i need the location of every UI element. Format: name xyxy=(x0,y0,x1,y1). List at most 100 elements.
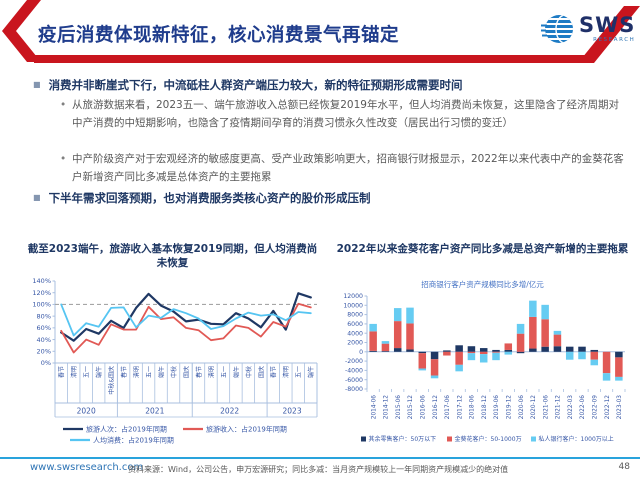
svg-text:2022-06: 2022-06 xyxy=(580,395,586,420)
svg-text:私人银行客户：1000万以上: 私人银行客户：1000万以上 xyxy=(539,435,614,443)
svg-text:春节: 春节 xyxy=(195,366,203,378)
svg-text:端午: 端午 xyxy=(157,366,165,378)
dot-bullet-icon: • xyxy=(60,99,67,111)
svg-text:2019-12: 2019-12 xyxy=(506,395,512,420)
svg-text:-2000: -2000 xyxy=(345,358,363,365)
svg-text:五一: 五一 xyxy=(221,366,228,378)
svg-text:40%: 40% xyxy=(37,336,51,344)
svg-text:2022-09: 2022-09 xyxy=(592,395,598,420)
svg-text:旅游收入：占2019年同期: 旅游收入：占2019年同期 xyxy=(206,424,287,433)
right-chart-subtitle: 招商银行客户资产规模同比多增/亿元 xyxy=(421,280,544,289)
svg-text:2022-12: 2022-12 xyxy=(605,395,611,420)
svg-text:中秋: 中秋 xyxy=(245,366,253,378)
logo-subtext: RESEARCH xyxy=(593,37,636,43)
svg-text:-4000: -4000 xyxy=(345,368,363,375)
svg-text:2016-06: 2016-06 xyxy=(420,395,426,420)
svg-text:2023: 2023 xyxy=(283,407,302,416)
svg-text:人均消费：占2019年同期: 人均消费：占2019年同期 xyxy=(93,435,174,444)
footer-source-note: 资料来源：Wind，公司公告，申万宏源研究；同比多减：当月资产规模较上一年同期资… xyxy=(128,465,509,474)
svg-text:2020-06: 2020-06 xyxy=(519,395,525,420)
page-title: 疫后消费体现新特征，核心消费景气再锚定 xyxy=(38,25,400,46)
svg-text:-8000: -8000 xyxy=(345,386,363,393)
svg-text:中秋&国庆: 中秋&国庆 xyxy=(108,366,116,395)
svg-text:60%: 60% xyxy=(37,324,51,332)
svg-text:0: 0 xyxy=(359,349,363,356)
svg-text:国庆: 国庆 xyxy=(257,366,265,378)
svg-text:2020: 2020 xyxy=(77,407,96,416)
bullet-level2-tourism: • 从旅游数据来看，2023五一、端午旅游收入总额已经恢复2019年水平，但人均消… xyxy=(58,97,624,132)
square-bullet-icon: ■ xyxy=(33,80,41,89)
svg-text:国庆: 国庆 xyxy=(182,366,190,378)
bullet-text: 消费并非断崖式下行，中流砥柱人群资产端压力较大，新的特征预期形成需要时间 xyxy=(48,78,463,92)
svg-text:2016-12: 2016-12 xyxy=(433,395,439,420)
svg-text:2014-06: 2014-06 xyxy=(371,395,377,420)
svg-text:4000: 4000 xyxy=(347,330,363,337)
svg-text:端午: 端午 xyxy=(307,366,315,378)
logo-text: SWS xyxy=(579,13,636,37)
svg-text:清明: 清明 xyxy=(282,366,290,378)
svg-text:2022-03: 2022-03 xyxy=(568,395,574,420)
svg-text:清明: 清明 xyxy=(207,366,215,378)
left-chevron-icon xyxy=(2,0,41,62)
bullet-text: 中产阶级资产对于宏观经济的敏感度更高、受产业政策影响更大，招商银行财报显示，20… xyxy=(72,153,624,183)
svg-text:2017-12: 2017-12 xyxy=(457,395,463,420)
svg-text:金葵花客户：50-1000万: 金葵花客户：50-1000万 xyxy=(455,435,522,443)
svg-text:端午: 端午 xyxy=(95,366,103,378)
svg-text:80%: 80% xyxy=(37,312,51,320)
tourism-recovery-line-chart: 0%20%40%60%80%100%120%140%春节 清明 五一 端午 中秋&国庆春… xyxy=(32,277,318,444)
svg-text:五一: 五一 xyxy=(146,366,153,378)
svg-text:2019-06: 2019-06 xyxy=(494,395,500,420)
left-chart-title: 截至2023端午，旅游收入基本恢复2019同期，但人均消费尚未恢复 xyxy=(27,243,318,269)
svg-text:140%: 140% xyxy=(32,277,51,285)
svg-text:10000: 10000 xyxy=(343,302,363,309)
svg-text:2018-12: 2018-12 xyxy=(482,395,488,420)
svg-text:2014-12: 2014-12 xyxy=(384,395,390,420)
svg-text:2000: 2000 xyxy=(347,340,363,347)
svg-text:120%: 120% xyxy=(32,289,51,297)
page-number: 48 xyxy=(618,462,630,472)
cmb-client-assets-bar-chart: -8000 -6000 -4000 -2000 0 2000 4000 6000 8000 100… xyxy=(343,293,626,443)
svg-text:春节: 春节 xyxy=(58,366,66,378)
footer-divider xyxy=(0,457,640,459)
footer-website-link[interactable]: www.swsresearch.com xyxy=(30,462,144,473)
svg-text:2022: 2022 xyxy=(220,407,239,416)
svg-text:2015-06: 2015-06 xyxy=(396,395,402,420)
bullet-level1-pressure: ■ 下半年需求回落预期，也对消费服务类核心资产的股价形成压制 xyxy=(33,191,611,207)
square-bullet-icon: ■ xyxy=(33,193,41,202)
svg-text:旅游人次：占2019年同期: 旅游人次：占2019年同期 xyxy=(86,424,167,433)
svg-text:其余零售客户：50万以下: 其余零售客户：50万以下 xyxy=(369,435,437,443)
svg-text:2021-12: 2021-12 xyxy=(556,395,562,420)
svg-text:中秋: 中秋 xyxy=(170,366,178,378)
svg-text:五一: 五一 xyxy=(84,366,91,378)
svg-text:20%: 20% xyxy=(37,347,51,355)
svg-text:2017-06: 2017-06 xyxy=(445,395,451,420)
svg-text:五一: 五一 xyxy=(296,366,303,378)
bullet-text: 下半年需求回落预期，也对消费服务类核心资产的股价形成压制 xyxy=(48,191,371,205)
svg-text:12000: 12000 xyxy=(343,293,363,300)
bullet-level1-consumption: ■ 消费并非断崖式下行，中流砥柱人群资产端压力较大，新的特征预期形成需要时间 xyxy=(33,78,611,94)
svg-text:春节: 春节 xyxy=(120,366,128,378)
right-slash-decoration xyxy=(578,6,640,63)
bullet-level2-middleclass: • 中产阶级资产对于宏观经济的敏感度更高、受产业政策影响更大，招商银行财报显示，2… xyxy=(58,151,624,186)
svg-text:2015-12: 2015-12 xyxy=(408,395,414,420)
svg-text:清明: 清明 xyxy=(70,366,78,378)
svg-text:-6000: -6000 xyxy=(345,377,363,384)
svg-text:2021-06: 2021-06 xyxy=(543,395,549,420)
svg-text:0%: 0% xyxy=(41,359,51,367)
right-chart-title: 2022年以来金葵花客户资产同比多减是总资产新增的主要拖累 xyxy=(336,243,629,255)
svg-text:6000: 6000 xyxy=(347,321,363,328)
svg-text:2021: 2021 xyxy=(145,407,164,416)
sws-logo: SWS RESEARCH xyxy=(541,12,635,46)
svg-text:8000: 8000 xyxy=(347,312,363,319)
svg-text:100%: 100% xyxy=(32,301,51,309)
sws-globe-icon xyxy=(541,15,573,43)
header-red-bar xyxy=(34,55,586,63)
dot-bullet-icon: • xyxy=(60,153,67,165)
svg-text:清明: 清明 xyxy=(132,366,140,378)
svg-text:2018-06: 2018-06 xyxy=(470,395,476,420)
svg-text:2020-12: 2020-12 xyxy=(531,395,537,420)
svg-text:春节: 春节 xyxy=(270,366,278,378)
svg-text:2023-03: 2023-03 xyxy=(617,395,623,420)
header-decoration xyxy=(2,0,640,63)
